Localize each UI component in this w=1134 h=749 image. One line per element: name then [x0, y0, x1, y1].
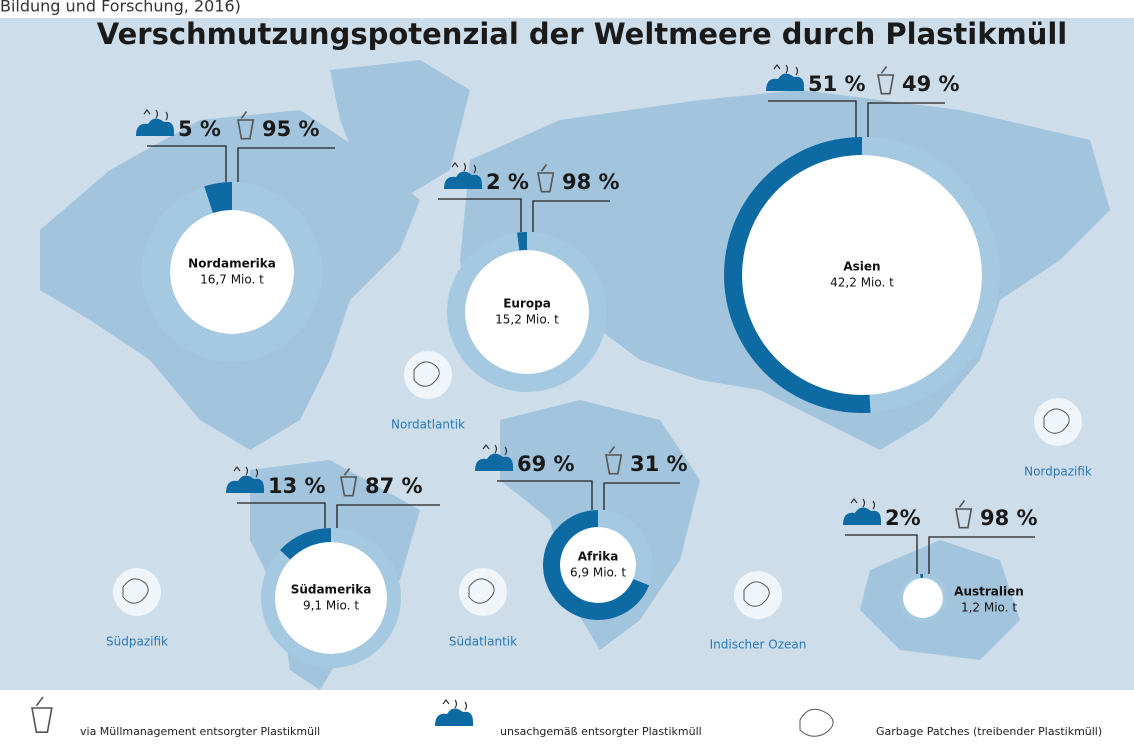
- managed-icon: [605, 446, 623, 475]
- garbage-patch: [734, 571, 782, 619]
- content: 5 % 95 % Nordamerika 16,7 Mio. t 2 % 98 % Euro…: [31, 64, 1102, 738]
- ocean-label: Südpazifik: [106, 635, 168, 649]
- garbage-patch: [459, 568, 507, 616]
- managed-label: 87 %: [365, 474, 423, 498]
- donut-hole: [275, 542, 387, 654]
- garbage-patch-icon: [413, 361, 440, 387]
- managed-label: 95 %: [262, 117, 320, 141]
- region-amount: 42,2 Mio. t: [830, 276, 894, 290]
- mismanaged-label: 5 %: [178, 117, 221, 141]
- managed-icon: [877, 66, 895, 95]
- region-amount: 15,2 Mio. t: [495, 313, 559, 327]
- ocean-label: Nordatlantik: [391, 418, 465, 432]
- managed-icon: [237, 111, 255, 140]
- region-amount: 16,7 Mio. t: [200, 273, 264, 287]
- garbage-patch: [404, 351, 452, 399]
- leader-line: [845, 534, 918, 574]
- managed-icon: [340, 468, 358, 497]
- mismanaged-icon: [843, 507, 881, 525]
- legend-label: unsachgemäß entsorgter Plastikmüll: [500, 725, 702, 738]
- donut-hole: [465, 250, 589, 374]
- mismanaged-icon-smell: [143, 109, 169, 121]
- title: Verschmutzungspotenzial der Weltmeere du…: [97, 17, 1068, 51]
- legend-bar: [0, 690, 1134, 749]
- managed-icon: [31, 696, 53, 733]
- mismanaged-icon-smell: [233, 466, 259, 478]
- region-amount: 6,9 Mio. t: [570, 566, 626, 580]
- region-amount: 9,1 Mio. t: [303, 599, 359, 613]
- leader-line: [768, 100, 857, 137]
- legend-label: Garbage Patches (treibender Plastikmüll): [876, 725, 1102, 738]
- mismanaged-icon: [435, 708, 473, 726]
- leader-line: [928, 536, 1035, 574]
- leader-line: [867, 102, 945, 137]
- mismanaged-arc: [919, 574, 923, 579]
- leader-line: [237, 502, 326, 528]
- mismanaged-label: 13 %: [268, 474, 326, 498]
- source-note: Bildung und Forschung, 2016): [0, 0, 241, 16]
- mismanaged-arc: [723, 137, 871, 413]
- mismanaged-label: 2 %: [486, 170, 529, 194]
- managed-label: 98 %: [562, 170, 620, 194]
- managed-icon: [955, 500, 973, 529]
- garbage-patch-icon: [743, 581, 770, 607]
- mismanaged-icon-smell: [451, 162, 477, 174]
- garbage-patch-icon: [799, 708, 834, 737]
- leader-line: [532, 200, 610, 232]
- managed-label: 49 %: [902, 72, 960, 96]
- garbage-patch-icon: [468, 578, 495, 604]
- mismanaged-label: 51 %: [808, 72, 866, 96]
- mismanaged-label: 2%: [885, 506, 921, 530]
- mismanaged-icon: [475, 453, 513, 471]
- mismanaged-icon: [444, 171, 482, 189]
- region-name: Südamerika: [291, 583, 372, 597]
- mismanaged-icon-smell: [482, 444, 508, 456]
- leader-line: [237, 147, 335, 182]
- leader-line: [147, 145, 227, 182]
- region-name: Europa: [503, 297, 551, 311]
- donut-hole: [560, 527, 636, 603]
- mismanaged-icon: [226, 475, 264, 493]
- donut-hole: [170, 210, 294, 334]
- region-name: Afrika: [578, 550, 619, 564]
- managed-label: 98 %: [980, 506, 1038, 530]
- garbage-patch-icon: [122, 578, 149, 604]
- leader-line: [603, 482, 680, 510]
- leader-line: [497, 480, 593, 510]
- managed-arc: [598, 510, 653, 586]
- garbage-patch-icon: [1043, 408, 1070, 434]
- leader-line: [336, 504, 440, 528]
- mismanaged-icon-smell: [773, 64, 799, 76]
- ocean-label: Südatlantik: [449, 635, 517, 649]
- leader-line: [438, 198, 522, 232]
- ocean-label: Indischer Ozean: [710, 638, 807, 652]
- donut-hole: [903, 578, 943, 618]
- region-name: Asien: [843, 260, 880, 274]
- mismanaged-label: 69 %: [517, 452, 575, 476]
- legend-label: via Müllmanagement entsorgter Plastikmül…: [80, 725, 320, 738]
- ocean-label: Nordpazifik: [1024, 465, 1092, 479]
- mismanaged-icon-smell: [442, 699, 468, 711]
- region-amount: 1,2 Mio. t: [961, 601, 1017, 615]
- mismanaged-arc: [204, 182, 232, 214]
- garbage-patch: [113, 568, 161, 616]
- mismanaged-icon: [766, 73, 804, 91]
- region-name: Nordamerika: [188, 257, 276, 271]
- region-name: Australien: [954, 585, 1024, 599]
- managed-icon: [537, 164, 555, 193]
- managed-arc: [142, 182, 323, 362]
- mismanaged-arc: [279, 528, 331, 560]
- mismanaged-arc: [543, 510, 650, 620]
- mismanaged-icon-smell: [850, 498, 876, 510]
- managed-arc: [862, 137, 1001, 413]
- managed-label: 31 %: [630, 452, 688, 476]
- garbage-patch: [1034, 398, 1082, 446]
- mismanaged-arc: [516, 232, 527, 251]
- donut-hole: [742, 155, 982, 395]
- mismanaged-icon: [136, 118, 174, 136]
